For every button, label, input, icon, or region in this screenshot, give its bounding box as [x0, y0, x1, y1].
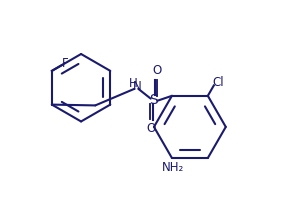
- Text: NH₂: NH₂: [162, 161, 184, 174]
- Text: H: H: [129, 77, 138, 90]
- Text: F: F: [62, 57, 68, 70]
- Text: N: N: [133, 80, 142, 93]
- Text: O: O: [153, 64, 162, 78]
- Text: S: S: [150, 93, 158, 107]
- Text: Cl: Cl: [212, 76, 224, 89]
- Text: O: O: [146, 122, 155, 135]
